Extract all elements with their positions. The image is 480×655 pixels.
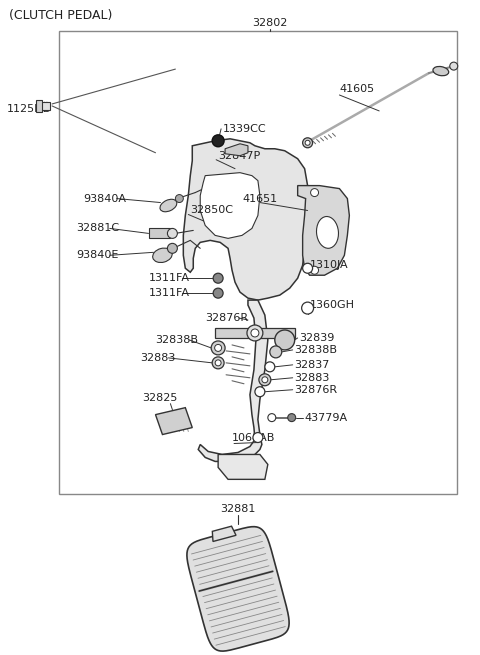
Circle shape [268, 414, 276, 422]
Circle shape [305, 140, 310, 145]
Circle shape [265, 362, 275, 372]
Circle shape [253, 432, 263, 443]
Circle shape [168, 229, 178, 238]
Text: 32838B: 32838B [295, 345, 338, 355]
Circle shape [311, 189, 319, 196]
Circle shape [168, 244, 178, 253]
Circle shape [259, 374, 271, 386]
Text: 1339CC: 1339CC [223, 124, 267, 134]
Polygon shape [298, 185, 349, 275]
Circle shape [247, 325, 263, 341]
Ellipse shape [450, 62, 458, 70]
Polygon shape [200, 173, 260, 238]
Bar [36, 100, 42, 112]
Circle shape [211, 341, 225, 355]
Text: 1310JA: 1310JA [310, 260, 348, 271]
Bar [148, 229, 170, 238]
Text: 1125DD: 1125DD [6, 104, 51, 114]
Circle shape [288, 414, 296, 422]
Text: (CLUTCH PEDAL): (CLUTCH PEDAL) [9, 9, 113, 22]
Text: 32837: 32837 [295, 360, 330, 370]
Text: 32839: 32839 [300, 333, 335, 343]
Circle shape [275, 330, 295, 350]
Circle shape [215, 345, 222, 351]
Ellipse shape [153, 248, 172, 263]
Text: 32881: 32881 [220, 504, 256, 514]
Circle shape [262, 377, 268, 383]
Circle shape [213, 288, 223, 298]
Text: 32847P: 32847P [218, 151, 260, 160]
Ellipse shape [160, 199, 177, 212]
Polygon shape [156, 407, 192, 434]
Text: 1311FA: 1311FA [148, 288, 190, 298]
Circle shape [270, 346, 282, 358]
Text: 41605: 41605 [339, 84, 374, 94]
Polygon shape [198, 300, 268, 461]
Polygon shape [218, 455, 268, 479]
Text: 1360GH: 1360GH [310, 300, 355, 310]
Polygon shape [187, 527, 289, 651]
Circle shape [212, 135, 224, 147]
Polygon shape [212, 526, 236, 542]
Text: 1311FA: 1311FA [148, 273, 190, 283]
Polygon shape [183, 139, 310, 300]
Text: 32876R: 32876R [295, 384, 338, 395]
Text: 32802: 32802 [252, 18, 288, 28]
Circle shape [175, 195, 183, 202]
Circle shape [255, 386, 265, 397]
Circle shape [311, 267, 319, 274]
Circle shape [302, 263, 312, 273]
Text: 1068AB: 1068AB [232, 432, 276, 443]
Text: 32838B: 32838B [156, 335, 199, 345]
Text: 93840E: 93840E [76, 250, 119, 260]
Circle shape [212, 357, 224, 369]
Text: 93840A: 93840A [83, 193, 126, 204]
Circle shape [251, 329, 259, 337]
Circle shape [215, 360, 221, 366]
Bar [215, 328, 295, 338]
Text: 32881C: 32881C [76, 223, 119, 233]
Bar [38, 102, 50, 110]
Circle shape [213, 273, 223, 283]
Polygon shape [225, 144, 248, 156]
Text: 32883: 32883 [141, 353, 176, 363]
Text: 32850C: 32850C [190, 206, 233, 215]
Text: 43779A: 43779A [305, 413, 348, 422]
Text: 32825: 32825 [143, 393, 178, 403]
Text: 32883: 32883 [295, 373, 330, 383]
Bar [59, 31, 457, 495]
Circle shape [301, 302, 313, 314]
Text: 32876R: 32876R [205, 313, 248, 323]
Ellipse shape [433, 66, 449, 76]
Circle shape [302, 138, 312, 148]
Ellipse shape [316, 217, 338, 248]
Text: 41651: 41651 [242, 193, 277, 204]
